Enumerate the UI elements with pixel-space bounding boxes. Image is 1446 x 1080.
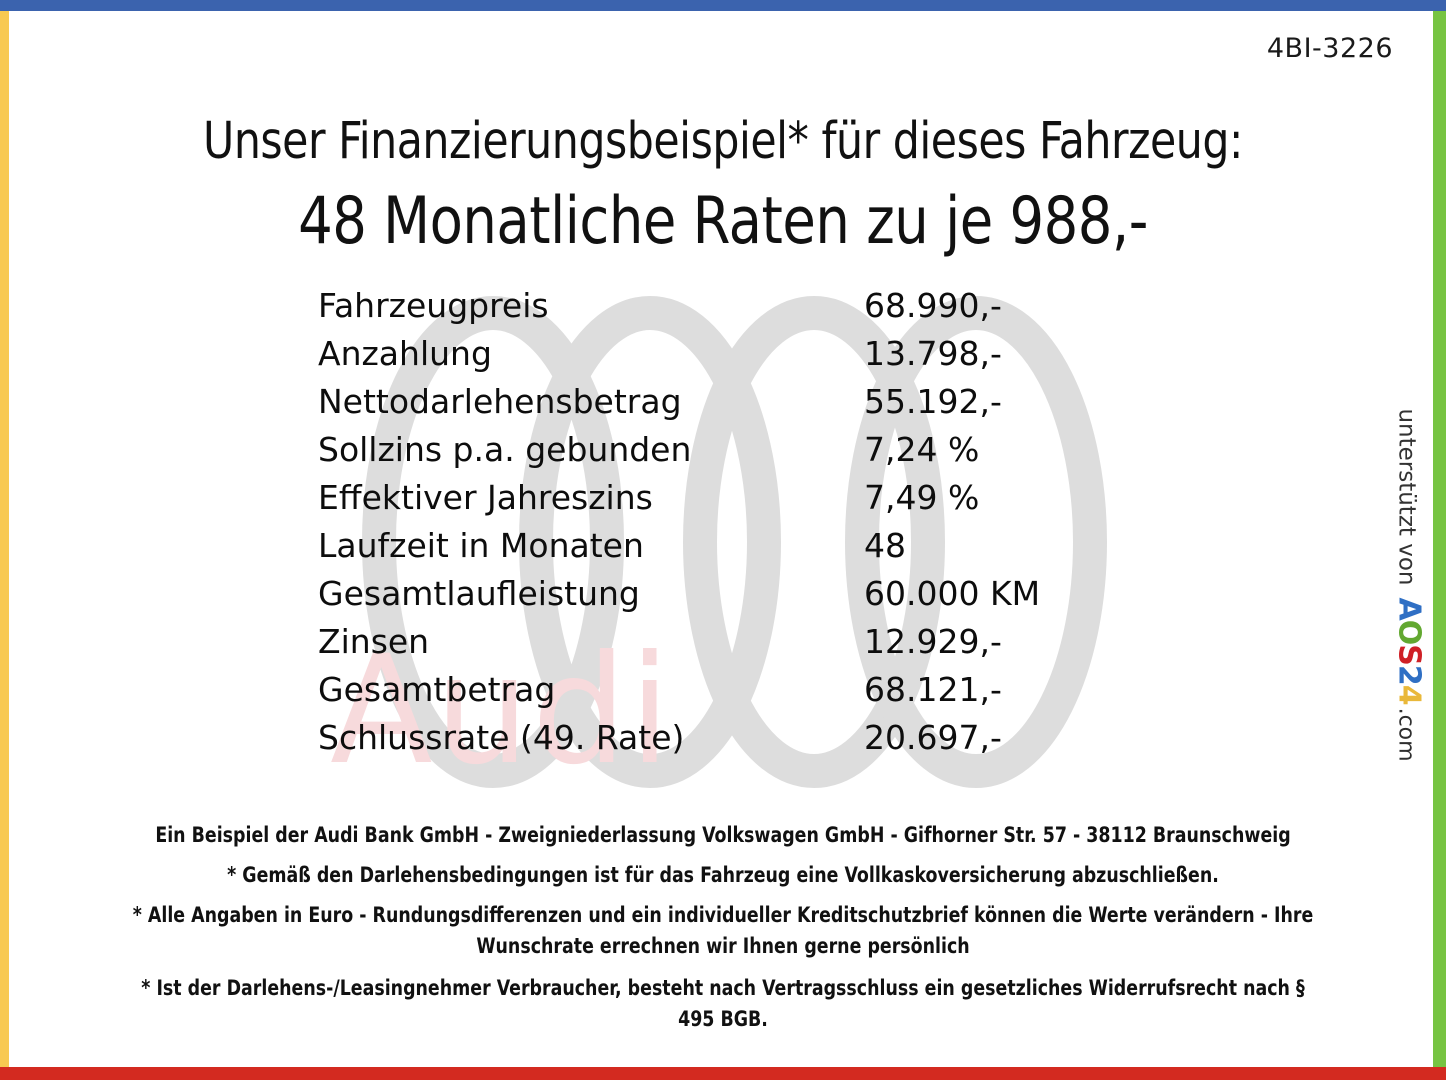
footnote-currency-note: * Alle Angaben in Euro - Rundungsdiffere… (132, 903, 1314, 959)
row-value: 68.990,- (864, 286, 1002, 325)
row-value: 60.000 KM (864, 574, 1041, 613)
row-value: 12.929,- (864, 622, 1002, 661)
table-row: Effektiver Jahreszins 7,49 % (318, 474, 1194, 522)
table-row: Gesamtbetrag 68.121,- (318, 666, 1194, 714)
frame-border-left (0, 11, 9, 1067)
row-value: 20.697,- (864, 718, 1002, 757)
row-label: Gesamtlaufleistung (318, 574, 640, 613)
logo-letter-2: 2 (1391, 664, 1427, 685)
row-value: 7,24 % (864, 430, 980, 469)
table-row: Nettodarlehensbetrag 55.192,- (318, 378, 1194, 426)
reference-code: 4BI-3226 (1266, 33, 1393, 64)
logo-letter-a: A (1391, 597, 1427, 620)
row-label: Gesamtbetrag (318, 670, 556, 709)
row-label: Nettodarlehensbetrag (318, 382, 682, 421)
row-value: 48 (864, 526, 906, 565)
table-row: Gesamtlaufleistung 60.000 KM (318, 570, 1194, 618)
row-value: 13.798,- (864, 334, 1002, 373)
sponsor-branding: unterstützt von AOS24 .com (1386, 390, 1432, 780)
table-row: Schlussrate (49. Rate) 20.697,- (318, 714, 1194, 762)
sponsor-prefix-label: unterstützt von (1393, 408, 1420, 586)
table-row: Fahrzeugpreis 68.990,- (318, 282, 1194, 330)
table-row: Zinsen 12.929,- (318, 618, 1194, 666)
frame-border-top (0, 0, 1446, 11)
row-label: Sollzins p.a. gebunden (318, 430, 692, 469)
logo-letter-4: 4 (1391, 684, 1427, 705)
row-value: 7,49 % (864, 478, 980, 517)
footnote-bank-address: Ein Beispiel der Audi Bank GmbH - Zweign… (155, 823, 1291, 848)
row-label: Schlussrate (49. Rate) (318, 718, 685, 757)
row-label: Effektiver Jahreszins (318, 478, 653, 517)
row-label: Laufzeit in Monaten (318, 526, 644, 565)
row-label: Anzahlung (318, 334, 492, 373)
row-label: Zinsen (318, 622, 430, 661)
footnote-withdrawal-right: * Ist der Darlehens-/Leasingnehmer Verbr… (141, 976, 1305, 1032)
frame-border-right (1433, 11, 1446, 1067)
row-label: Fahrzeugpreis (318, 286, 549, 325)
logo-letter-o: O (1391, 619, 1427, 645)
frame-border-bottom (0, 1067, 1446, 1080)
logo-tld-suffix: .com (1393, 707, 1419, 762)
aos24-logo: AOS24 (1392, 597, 1427, 704)
row-value: 55.192,- (864, 382, 1002, 421)
table-row: Sollzins p.a. gebunden 7,24 % (318, 426, 1194, 474)
table-row: Anzahlung 13.798,- (318, 330, 1194, 378)
footnote-insurance: * Gemäß den Darlehensbedingungen ist für… (227, 863, 1219, 888)
logo-letter-s: S (1391, 644, 1427, 665)
table-row: Laufzeit in Monaten 48 (318, 522, 1194, 570)
page-subtitle: 48 Monatliche Raten zu je 988,- (298, 184, 1148, 259)
footnotes-block: Ein Beispiel der Audi Bank GmbH - Zweign… (60, 820, 1386, 1035)
row-value: 68.121,- (864, 670, 1002, 709)
page-title: Unser Finanzierungsbeispiel* für dieses … (203, 112, 1243, 171)
finance-details-table: Fahrzeugpreis 68.990,- Anzahlung 13.798,… (318, 282, 1194, 762)
